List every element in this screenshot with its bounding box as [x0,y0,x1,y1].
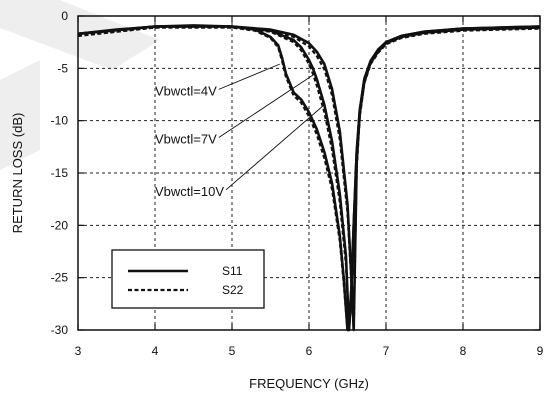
legend: S11 S22 [111,249,265,309]
y-tick-label: -20 [51,218,69,232]
x-tick-label: 7 [383,344,390,358]
watermark-shape-2 [0,60,40,170]
annotation-leader-0 [218,63,280,90]
legend-box [111,249,265,309]
series-line-s22-5 [77,26,541,332]
y-axis-label: RETURN LOSS (dB) [10,113,25,234]
x-tick-label: 5 [229,344,236,358]
y-tick-label: -30 [51,323,69,337]
legend-label-s22: S22 [222,283,244,297]
legend-label-s11: S11 [222,264,243,278]
x-axis-label: FREQUENCY (GHz) [249,376,369,391]
plot-frame [77,15,541,331]
tick-labels: 3 4 5 6 7 8 9 0 -5 -10 -15 -20 -25 -30 [51,9,544,358]
series-lines [77,24,541,332]
y-tick-label: 0 [61,9,68,23]
annotation-label-0: Vbwctl=4V [155,83,217,98]
y-tick-label: -25 [51,271,69,285]
x-tick-label: 8 [460,344,467,358]
annotation-leader-1 [218,73,316,138]
y-tick-label: -15 [51,166,69,180]
annotation-label-1: Vbwctl=7V [155,132,217,147]
grid [77,15,541,331]
annotations: Vbwctl=4V Vbwctl=7V Vbwctl=10V [155,63,324,199]
annotation-leader-2 [225,105,324,191]
x-tick-label: 9 [537,344,544,358]
x-tick-label: 6 [306,344,313,358]
x-tick-label: 4 [152,344,159,358]
y-tick-label: -5 [57,61,68,75]
y-tick-label: -10 [51,114,69,128]
annotation-label-2: Vbwctl=10V [155,184,224,199]
x-tick-label: 3 [75,344,82,358]
